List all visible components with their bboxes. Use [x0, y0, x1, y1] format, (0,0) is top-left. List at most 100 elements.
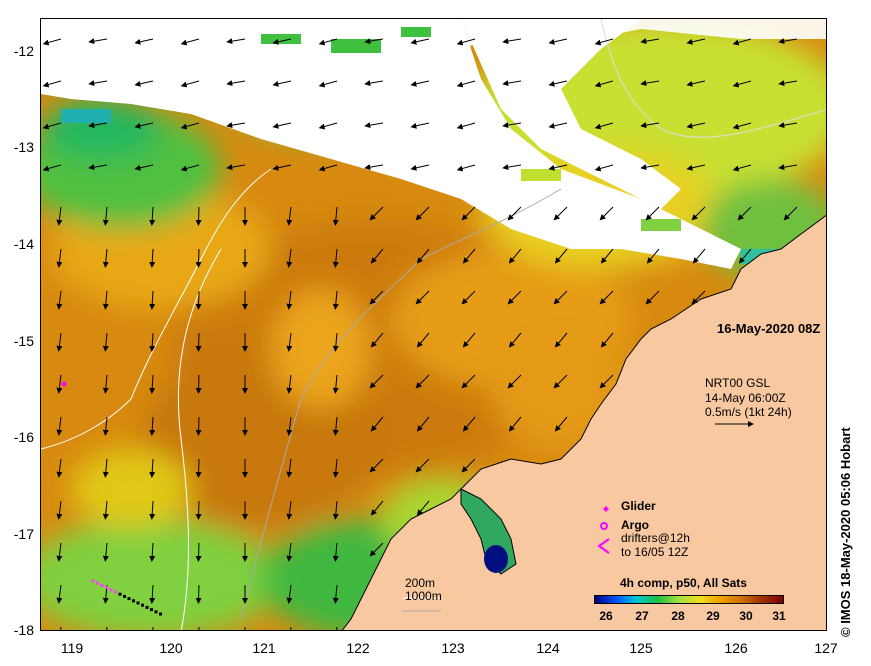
current-arrow: [180, 164, 200, 172]
lon-tick: 126: [724, 640, 748, 656]
drifter-point: [132, 599, 135, 603]
drifter-point: [141, 603, 144, 607]
current-arrow: [88, 38, 108, 45]
current-arrow: [88, 164, 108, 171]
current-arrow: [332, 374, 339, 394]
current-arrow: [778, 80, 798, 87]
lat-tick: -14: [13, 236, 34, 252]
current-arrow: [56, 416, 63, 436]
glider-legend-symbol: [603, 506, 609, 512]
current-arrow: [548, 164, 568, 171]
current-arrow: [290, 626, 292, 630]
isobath-label-1000m: 1000m: [405, 589, 442, 603]
lon-tick: 122: [346, 640, 370, 656]
current-arrow: [149, 458, 156, 478]
current-source: NRT00 GSL: [705, 376, 771, 390]
current-arrow: [152, 626, 154, 630]
drifter-legend-period: to 16/05 12Z: [621, 545, 689, 559]
current-arrow: [370, 500, 384, 516]
current-arrow: [42, 164, 62, 172]
current-arrow: [369, 206, 384, 221]
current-arrow: [195, 416, 202, 436]
current-arrow: [415, 458, 430, 473]
current-arrow: [102, 416, 109, 436]
current-arrow: [56, 374, 63, 394]
current-arrow: [332, 206, 339, 226]
colorbar-tick: 26: [599, 609, 613, 623]
current-arrow: [272, 38, 292, 45]
current-arrow: [195, 206, 202, 226]
current-arrow: [364, 122, 384, 129]
colorbar-tick: 30: [739, 609, 753, 623]
current-arrow: [226, 164, 246, 171]
current-arrow: [42, 122, 62, 130]
current-arrow: [502, 38, 522, 45]
lon-tick: 121: [252, 640, 276, 656]
current-arrow: [149, 248, 156, 268]
current-arrow: [738, 248, 752, 264]
isobath-1000m: [41, 168, 272, 450]
current-arrow: [645, 290, 660, 305]
current-arrow: [548, 80, 568, 87]
current-arrow: [692, 248, 706, 264]
current-arrow: [56, 458, 63, 478]
current-arrow: [600, 248, 614, 264]
isobath-200m: [177, 248, 222, 630]
current-arrow: [461, 290, 476, 305]
current-arrow: [286, 500, 293, 520]
current-arrow: [102, 332, 109, 352]
current-arrow: [272, 122, 292, 129]
current-arrow: [369, 542, 384, 557]
current-arrow: [332, 290, 339, 310]
drifter-legend-label: drifters@12h: [621, 531, 690, 545]
current-arrow: [548, 122, 568, 129]
current-vectors: [42, 38, 798, 630]
current-arrow: [686, 164, 706, 171]
current-arrow: [594, 38, 614, 46]
current-arrow: [416, 500, 430, 516]
current-arrow: [286, 542, 293, 562]
current-arrow: [336, 626, 338, 630]
current-arrow: [149, 206, 156, 226]
current-arrow: [318, 164, 338, 172]
current-arrow: [456, 80, 476, 88]
current-arrow: [134, 80, 154, 87]
current-arrow: [508, 248, 522, 264]
lat-tick: -13: [13, 139, 34, 155]
current-arrow: [149, 416, 156, 436]
current-arrow: [732, 38, 752, 46]
current-arrow: [149, 290, 156, 310]
current-arrow: [640, 80, 660, 87]
current-arrow: [318, 122, 338, 130]
drifter-point: [109, 588, 113, 592]
sst-map[interactable]: [40, 18, 827, 631]
current-arrow: [778, 122, 798, 129]
cloud-edge: [61, 27, 781, 264]
current-time: 14-May 06:00Z: [705, 391, 786, 405]
current-arrow: [553, 374, 568, 389]
current-arrow: [149, 542, 156, 562]
bay-cold-water: [484, 545, 508, 573]
drifter-point: [159, 612, 162, 616]
current-arrow: [226, 38, 246, 45]
current-arrow: [286, 374, 293, 394]
lon-tick: 127: [814, 640, 838, 656]
glider-marker[interactable]: [61, 381, 67, 387]
current-arrow: [318, 80, 338, 88]
current-arrow: [42, 80, 62, 88]
current-arrow: [410, 164, 430, 171]
colorbar-tick: 28: [671, 609, 685, 623]
isobath-200m-inner: [240, 188, 562, 620]
current-arrow: [332, 332, 339, 352]
current-arrow: [686, 122, 706, 129]
current-arrow: [56, 290, 63, 310]
map-date-label: 16-May-2020 08Z: [717, 321, 821, 336]
current-arrow: [134, 38, 154, 45]
current-arrow: [195, 542, 202, 562]
australia-landmass: [341, 214, 826, 630]
current-arrow: [599, 206, 614, 221]
current-arrow: [318, 38, 338, 46]
drifter-point: [96, 581, 99, 585]
current-arrow: [286, 458, 293, 478]
current-arrow: [686, 80, 706, 87]
